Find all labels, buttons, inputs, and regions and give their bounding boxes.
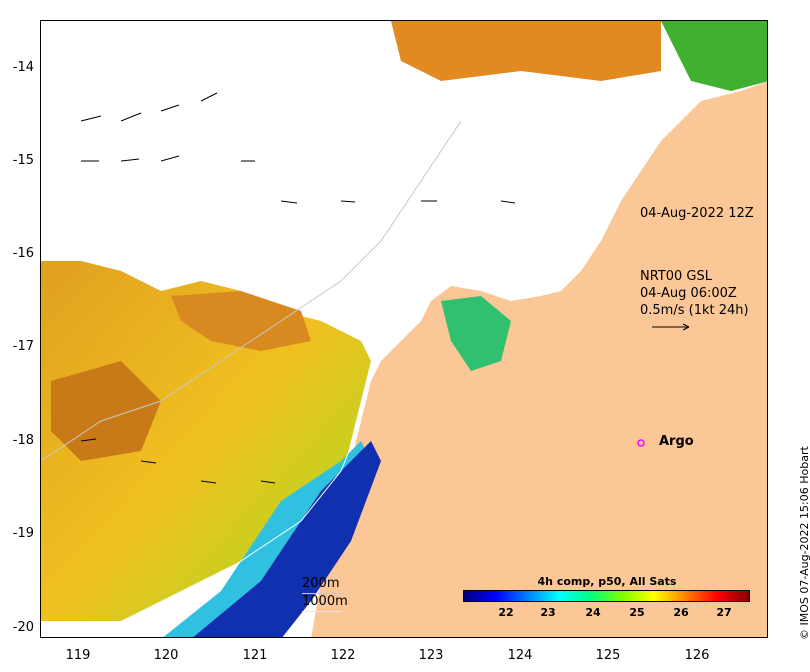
isobath-200m-label: 200m	[302, 576, 340, 591]
argo-marker	[637, 439, 645, 447]
timestamp-label: 04-Aug-2022 12Z	[640, 206, 754, 221]
x-tick: 119	[65, 648, 91, 663]
x-tick: 123	[418, 648, 444, 663]
land-mass	[311, 81, 767, 637]
current-vectors	[80, 92, 516, 484]
colorbar-tick: 24	[585, 606, 601, 619]
x-tick: 121	[242, 648, 268, 663]
sst-orange-north	[391, 21, 661, 81]
current-source-label: NRT00 GSL	[640, 269, 712, 284]
sst-map-canvas	[41, 21, 767, 637]
current-scale-label: 0.5m/s (1kt 24h)	[640, 303, 749, 318]
sst-cold-band	[193, 441, 381, 637]
argo-label: Argo	[659, 434, 694, 449]
y-tick: -18	[12, 433, 34, 448]
sst-map	[40, 20, 768, 638]
y-tick: -14	[12, 60, 34, 75]
isobath-1000m-swatch	[302, 611, 342, 612]
sst-green-north	[661, 21, 767, 91]
isobath-1000m-label: 1000m	[302, 594, 348, 609]
isobath-1000m	[170, 420, 362, 612]
colorbar-tick: 26	[673, 606, 689, 619]
x-tick: 124	[507, 648, 533, 663]
sst-cool-band	[163, 441, 371, 637]
y-tick: -20	[12, 620, 34, 635]
colorbar-title: 4h comp, p50, All Sats	[537, 575, 677, 588]
x-tick: 125	[595, 648, 621, 663]
colorbar-tick: 22	[498, 606, 514, 619]
colorbar	[463, 590, 750, 602]
x-tick: 120	[153, 648, 179, 663]
y-tick: -17	[12, 339, 34, 354]
current-scale-arrowhead	[682, 323, 690, 331]
colorbar-tick: 25	[629, 606, 645, 619]
sst-green-gulf	[441, 296, 511, 371]
y-tick: -15	[12, 153, 34, 168]
x-tick: 126	[684, 648, 710, 663]
y-tick: -16	[12, 246, 34, 261]
y-tick: -19	[12, 526, 34, 541]
current-time-label: 04-Aug 06:00Z	[640, 286, 737, 301]
sst-orange-patch	[171, 291, 311, 351]
isobath-200m-swatch	[302, 593, 342, 594]
x-tick: 122	[330, 648, 356, 663]
colorbar-tick: 23	[540, 606, 556, 619]
credit-text: © IMOS 07-Aug-2022 15:06 Hobart	[798, 446, 810, 640]
colorbar-tick: 27	[716, 606, 732, 619]
isobath-200m	[41, 120, 462, 462]
